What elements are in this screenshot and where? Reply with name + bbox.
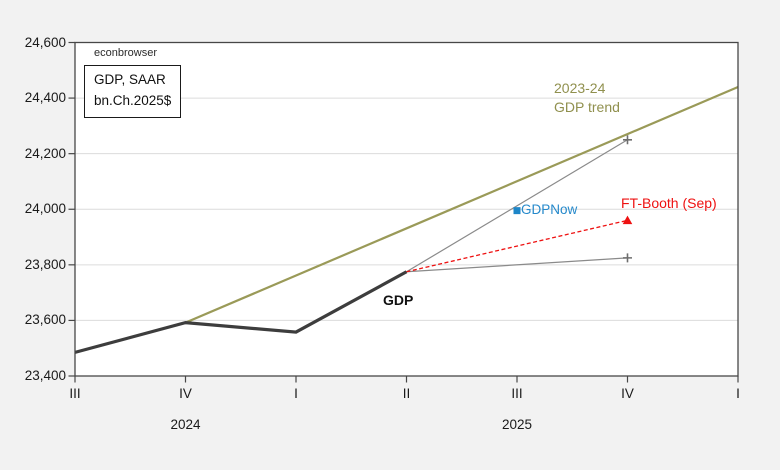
y-tick-label: 23,400 [24, 368, 66, 383]
series-gdp [74, 270, 408, 354]
triangle-marker-ft_booth [622, 215, 633, 225]
units-line-2: bn.Ch.2025$ [94, 93, 172, 109]
year-label: 2025 [501, 417, 533, 432]
x-tick-label: II [402, 386, 411, 401]
x-tick-label: III [69, 386, 81, 401]
y-tick-label: 24,000 [24, 201, 66, 217]
y-tick-label: 24,400 [24, 90, 66, 106]
ft-booth-series-label: FT-Booth (Sep) [621, 195, 717, 211]
units-line-1: GDP, SAAR [94, 72, 166, 87]
trend-label-line1: 2023-24 [554, 80, 606, 96]
square-marker-gdpnow [513, 207, 521, 215]
trend-series-label: 2023-24 GDP trend [554, 79, 620, 118]
x-tick-label: I [736, 386, 740, 401]
year-label: 2024 [170, 417, 201, 432]
plus-marker-fan_low [623, 253, 632, 263]
watermark-text: econbrowser [94, 47, 157, 59]
units-info-box: GDP, SAAR bn.Ch.2025$ [84, 65, 182, 118]
series-fan_low [406, 257, 628, 273]
gdp-series-label: GDP [383, 292, 414, 308]
x-tick-label: IV [621, 386, 634, 401]
y-tick-label: 24,200 [24, 145, 66, 161]
y-tick-label: 24,600 [24, 34, 66, 50]
x-tick-label: III [511, 386, 523, 401]
y-tick-label: 23,600 [24, 312, 66, 328]
y-tick-label: 23,800 [24, 256, 66, 272]
gdpnow-series-label: GDPNow [521, 202, 578, 217]
plus-marker-fan_high [623, 135, 632, 145]
trend-label-line2: GDP trend [554, 99, 620, 116]
x-tick-label: I [294, 386, 298, 401]
series-ft_booth [406, 219, 628, 273]
series-gdp_trend [185, 85, 739, 324]
x-tick-label: IV [179, 386, 192, 401]
series-fan_high [406, 139, 628, 273]
